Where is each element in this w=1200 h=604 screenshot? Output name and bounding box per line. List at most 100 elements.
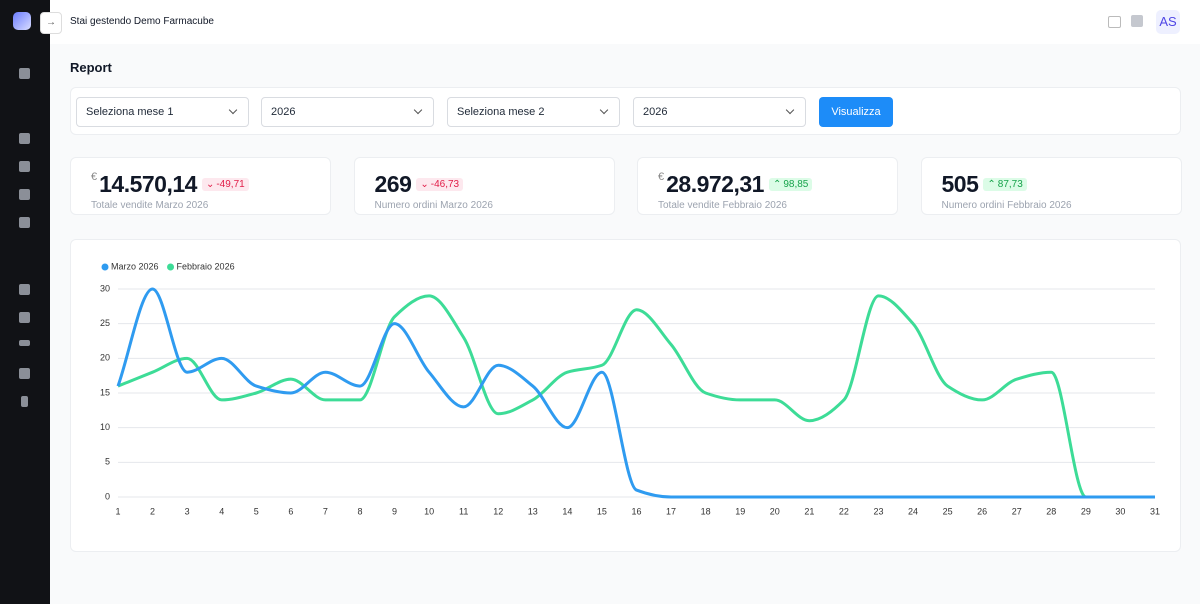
legend-swatch xyxy=(101,263,109,271)
month-select[interactable]: Seleziona mese 1 xyxy=(76,97,249,127)
nav-icon[interactable] xyxy=(19,189,30,200)
y-tick-label: 0 xyxy=(105,491,110,501)
filter-bar: Seleziona mese 1 2026 Seleziona mese 2 2… xyxy=(70,87,1181,135)
submit-button[interactable]: Visualizza xyxy=(819,97,893,127)
kpi-value: 269 xyxy=(374,171,412,197)
x-tick-label: 17 xyxy=(666,506,676,516)
legend-label: Febbraio 2026 xyxy=(177,261,235,271)
y-tick-label: 30 xyxy=(100,283,110,293)
line-series xyxy=(116,287,1155,499)
managing-label: Stai gestendo Demo Farmacube xyxy=(70,16,214,27)
nav-icon[interactable] xyxy=(19,284,30,295)
apps-icon[interactable] xyxy=(1131,15,1143,27)
line-series xyxy=(117,294,1155,499)
sidebar xyxy=(0,0,50,604)
kpi-label: Numero ordini Marzo 2026 xyxy=(374,200,493,211)
topbar: → Stai gestendo Demo Farmacube AS xyxy=(40,0,1200,44)
delta-value: 87,73 xyxy=(997,179,1023,190)
x-tick-label: 4 xyxy=(219,506,224,516)
kpi-delta: ⌃ 98,85 xyxy=(768,178,813,191)
kpi-delta: ⌃ 87,73 xyxy=(983,178,1027,191)
kpi-delta: ⌄ -49,71 xyxy=(201,178,249,191)
kpi-label: Totale vendite Marzo 2026 xyxy=(91,200,209,211)
x-tick-label: 30 xyxy=(1115,506,1125,516)
delta-value: 98,85 xyxy=(783,179,809,190)
kpi-card: 269 ⌄ -46,73 Numero ordini Marzo 2026 xyxy=(353,157,615,215)
x-tick-label: 16 xyxy=(631,506,641,516)
delta-arrow: ⌄ xyxy=(205,179,215,190)
collapse-button[interactable]: → xyxy=(40,12,62,34)
nav-icon[interactable] xyxy=(19,340,30,346)
x-tick-label: 20 xyxy=(770,506,780,516)
kpi-value: 28.972,31 xyxy=(666,171,764,197)
nav-icon[interactable] xyxy=(19,217,30,228)
y-tick-label: 25 xyxy=(100,318,110,328)
delta-arrow: ⌄ xyxy=(420,179,429,190)
year-select[interactable]: 2026 xyxy=(633,97,806,127)
x-tick-label: 27 xyxy=(1012,506,1022,516)
nav-icon[interactable] xyxy=(19,161,30,172)
delta-value: -46,73 xyxy=(430,179,460,190)
x-tick-label: 13 xyxy=(528,506,538,516)
legend-swatch xyxy=(167,263,175,271)
chart-card: 0 5 10 15 20 25 30 1 2 3 4 5 6 7 8 9 10 11 12 13 14 15 16 17 18 1… xyxy=(70,239,1181,552)
kpi-card: 505 ⌃ 87,73 Numero ordini Febbraio 2026 xyxy=(920,157,1182,215)
x-tick-label: 10 xyxy=(424,506,434,516)
x-tick-label: 18 xyxy=(701,506,711,516)
month-select[interactable]: Seleziona mese 2 xyxy=(447,97,620,127)
avatar[interactable]: AS xyxy=(1156,10,1180,34)
currency: € xyxy=(658,171,665,183)
x-tick-label: 11 xyxy=(459,506,468,516)
x-tick-label: 25 xyxy=(943,506,953,516)
x-tick-label: 28 xyxy=(1046,506,1056,516)
x-tick-label: 29 xyxy=(1081,506,1091,516)
delta-value: -49,71 xyxy=(216,179,245,190)
kpi-label: Totale vendite Febbraio 2026 xyxy=(658,200,787,211)
nav-icon[interactable] xyxy=(19,133,30,144)
y-tick-label: 20 xyxy=(100,353,110,363)
x-tick-label: 21 xyxy=(804,506,814,516)
x-tick-label: 6 xyxy=(288,506,293,516)
kpi-card: €28.972,31 ⌃ 98,85 Totale vendite Febbraio … xyxy=(637,157,898,215)
x-tick-label: 22 xyxy=(839,506,849,516)
kpi-row: €14.570,14 ⌄ -49,71 xyxy=(91,171,330,198)
y-tick-label: 10 xyxy=(100,422,110,432)
x-tick-label: 5 xyxy=(254,506,259,516)
y-tick-label: 15 xyxy=(100,387,110,397)
year-select[interactable]: 2026 xyxy=(261,97,434,127)
x-tick-label: 8 xyxy=(357,506,362,516)
kpi-row: 505 ⌃ 87,73 xyxy=(942,171,1181,198)
nav-icon[interactable] xyxy=(19,68,30,79)
kpi-row: €28.972,31 ⌃ 98,85 xyxy=(658,171,897,198)
delta-arrow: ⌃ xyxy=(987,179,996,190)
logo[interactable] xyxy=(13,12,31,30)
x-tick-label: 2 xyxy=(150,506,155,516)
x-tick-label: 15 xyxy=(597,506,607,516)
x-tick-label: 31 xyxy=(1150,506,1160,516)
kpi-label: Numero ordini Febbraio 2026 xyxy=(941,200,1072,211)
message-icon[interactable] xyxy=(1108,16,1121,28)
nav-icon[interactable] xyxy=(19,312,30,323)
page-title: Report xyxy=(70,60,112,75)
kpi-value: 14.570,14 xyxy=(99,171,197,197)
delta-arrow: ⌃ xyxy=(772,179,782,190)
nav-icon[interactable] xyxy=(19,368,30,379)
x-tick-label: 26 xyxy=(977,506,987,516)
kpi-card: €14.570,14 ⌄ -49,71 Totale vendite Marzo 20… xyxy=(70,157,331,215)
x-tick-label: 23 xyxy=(873,506,883,516)
kpi-row: 269 ⌄ -46,73 xyxy=(375,171,614,198)
x-tick-label: 24 xyxy=(908,506,918,516)
x-tick-label: 7 xyxy=(323,506,328,516)
kpi-delta: ⌄ -46,73 xyxy=(416,178,464,191)
kpi-value: 505 xyxy=(941,171,979,197)
legend-label: Marzo 2026 xyxy=(111,261,159,271)
nav-icon[interactable] xyxy=(21,396,28,407)
x-tick-label: 14 xyxy=(562,506,572,516)
x-tick-label: 19 xyxy=(735,506,745,516)
x-tick-label: 3 xyxy=(185,506,190,516)
x-tick-label: 12 xyxy=(493,506,503,516)
x-tick-label: 1 xyxy=(115,506,120,516)
x-tick-label: 9 xyxy=(392,506,397,516)
